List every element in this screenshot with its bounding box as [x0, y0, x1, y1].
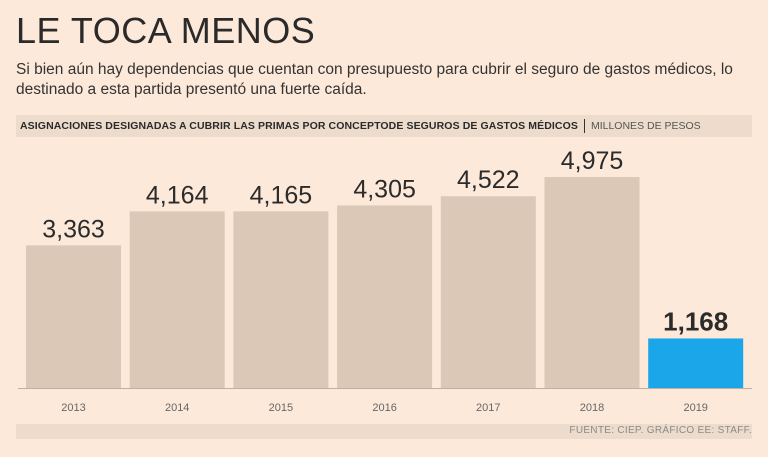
subtitle: Si bien aún hay dependencias que cuentan…	[16, 61, 733, 98]
value-label-2014: 4,164	[146, 181, 209, 209]
bar-chart: 3,363 2013 4,164 2014 4,165 2015 4,305 2016 4,52…	[18, 147, 752, 414]
x-tick-2019: 2019	[683, 402, 707, 414]
value-label-2015: 4,165	[250, 181, 313, 209]
bar-2015	[233, 211, 329, 388]
source-band: FUENTE: CIEP. GRÁFICO EE: STAFF.	[16, 424, 752, 439]
bar-2017	[440, 196, 536, 388]
value-label-2017: 4,522	[457, 166, 520, 194]
x-tick-2013: 2013	[61, 402, 85, 414]
chart-title: ASIGNACIONES DESIGNADAS A CUBRIR LAS PRI…	[20, 120, 578, 132]
value-label-2019: 1,168	[663, 306, 728, 336]
chart-units: MILLONES DE PESOS	[590, 120, 701, 132]
x-tick-2017: 2017	[476, 402, 500, 414]
x-tick-2014: 2014	[165, 402, 189, 414]
value-label-2016: 4,305	[353, 175, 416, 203]
x-tick-2018: 2018	[580, 402, 604, 414]
x-tick-2015: 2015	[269, 402, 293, 414]
x-tick-2016: 2016	[372, 402, 396, 414]
bar-2019	[648, 338, 744, 388]
bar-2016	[337, 205, 433, 388]
value-label-2018: 4,975	[561, 147, 624, 175]
bar-2014	[129, 211, 225, 388]
chart-title-band: ASIGNACIONES DESIGNADAS A CUBRIR LAS PRI…	[16, 115, 752, 137]
title-separator	[583, 119, 585, 133]
headline: LE TOCA MENOS	[16, 10, 316, 51]
value-label-2013: 3,363	[42, 215, 105, 243]
bar-2018	[544, 177, 640, 388]
bar-2013	[26, 245, 121, 388]
source-note: FUENTE: CIEP. GRÁFICO EE: STAFF.	[569, 425, 752, 436]
